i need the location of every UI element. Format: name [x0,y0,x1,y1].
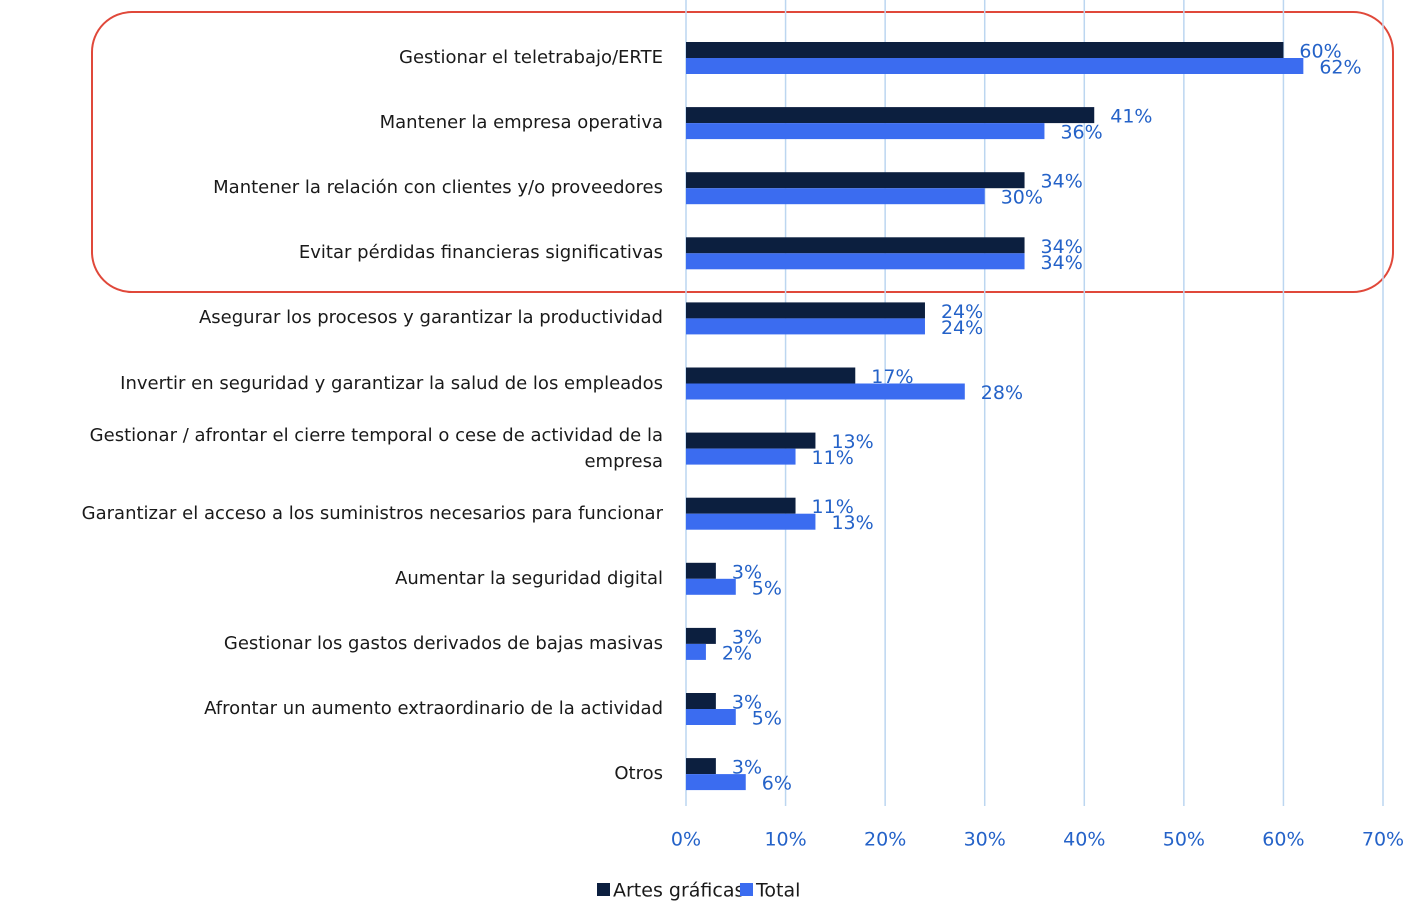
category-label: Otros [614,763,663,785]
x-tick-label: 0% [671,829,701,851]
data-label: 13% [831,431,873,453]
bar [686,107,1095,124]
bar [686,42,1284,58]
x-tick-label: 10% [764,829,806,851]
bar [686,709,736,725]
category-label: Evitar pérdidas financieras significativ… [298,242,663,264]
data-label: 24% [941,317,983,339]
data-label: 17% [871,366,913,388]
x-tick-label: 30% [964,829,1006,851]
x-tick-label: 40% [1063,829,1105,851]
bar [686,58,1304,74]
data-label: 3% [732,626,762,648]
category-label: Aumentar la seguridad digital [395,567,663,589]
data-label: 30% [1001,187,1043,209]
category-label: Asegurar los procesos y garantizar la pr… [198,307,663,329]
data-label: 3% [732,692,762,714]
bar [686,172,1025,189]
bar [686,237,1025,254]
data-label: 6% [762,773,792,795]
bar [686,562,716,579]
data-label: 13% [831,512,873,534]
category-label: Gestionar el teletrabajo/ERTE [399,47,663,68]
category-label: Mantener la empresa operativa [379,112,663,134]
data-label: 3% [732,757,762,779]
data-label: 34% [1041,252,1083,274]
data-label: 34% [1041,171,1083,193]
legend-label: Total [755,880,800,902]
category-label: Afrontar un aumento extraordinario de la… [204,698,663,719]
bar [686,367,856,384]
bar [686,432,816,449]
bar [686,758,716,775]
bar [686,627,716,644]
bar [686,123,1045,140]
category-label: Gestionar los gastos derivados de bajas … [223,632,663,654]
data-label: 3% [732,561,762,583]
data-label: 62% [1319,57,1361,79]
data-label: 2% [722,642,752,664]
data-label: 5% [752,577,782,599]
bar [686,318,925,335]
bar [686,578,736,595]
highlight-box [91,11,1394,293]
category-label: Mantener la relación con clientes y/o pr… [213,177,663,199]
x-tick-label: 20% [864,829,906,851]
data-label: 60% [1299,41,1341,63]
bar [686,497,796,514]
category-label: Gestionar / afrontar el cierre temporal … [89,424,663,472]
data-label: 28% [981,382,1023,404]
data-label: 24% [941,301,983,323]
data-label: 5% [752,708,782,730]
data-label: 36% [1060,122,1102,144]
legend-label: Artes gráficas [613,880,744,902]
bar [686,513,816,530]
x-tick-label: 70% [1362,829,1404,851]
data-label: 11% [812,447,854,469]
bar [686,693,716,709]
x-tick-label: 50% [1163,829,1205,851]
data-label: 11% [812,496,854,518]
legend-swatch [740,883,753,896]
bar [686,302,925,319]
data-label: 34% [1041,236,1083,258]
bar [686,774,746,791]
legend-swatch [597,883,610,896]
x-tick-label: 60% [1262,829,1304,851]
category-label: Garantizar el acceso a los suministros n… [81,502,663,524]
category-label: Invertir en seguridad y garantizar la sa… [120,372,663,394]
bar [686,383,965,400]
bar [686,253,1025,270]
data-label: 41% [1110,106,1152,128]
bar [686,188,985,205]
bar [686,448,796,465]
bar [686,643,706,660]
